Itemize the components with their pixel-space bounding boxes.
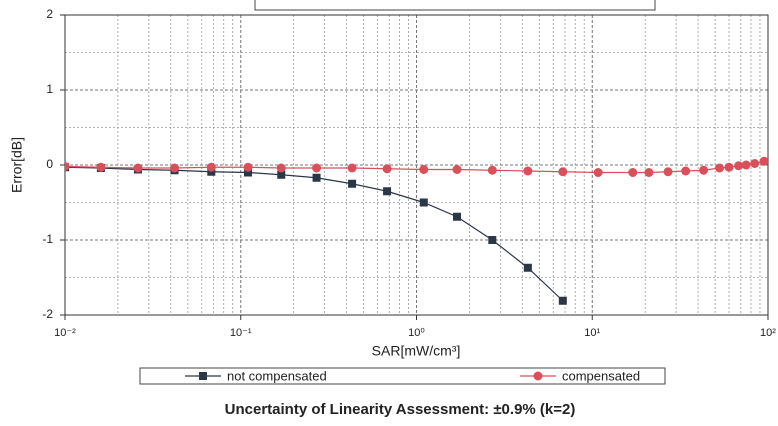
y-tick-label: 0 xyxy=(46,157,53,171)
plot-area xyxy=(65,156,768,305)
data-point xyxy=(741,160,751,170)
data-point xyxy=(348,179,357,188)
data-point xyxy=(133,163,143,173)
footnote: Uncertainty of Linearity Assessment: ±0.… xyxy=(225,401,576,418)
x-axis-label: SAR[mW/cm³] xyxy=(372,343,461,359)
x-tick-label: 10¹ xyxy=(584,327,600,339)
y-tick-label: 2 xyxy=(46,7,53,21)
data-point xyxy=(206,162,216,172)
data-point xyxy=(382,164,392,174)
data-point xyxy=(453,212,462,221)
y-tick-label: 1 xyxy=(46,82,53,96)
legend: not compensated compensated xyxy=(185,368,640,383)
x-tick-label: 10⁻² xyxy=(54,327,76,339)
data-point xyxy=(681,166,691,176)
data-point xyxy=(277,170,286,179)
data-point xyxy=(488,236,497,244)
title-box xyxy=(254,0,656,11)
data-point xyxy=(276,163,286,173)
data-point xyxy=(243,162,253,172)
legend-box xyxy=(139,367,666,385)
x-tick-label: 10² xyxy=(760,327,776,339)
data-point xyxy=(628,168,638,177)
data-point xyxy=(170,163,180,173)
series-line xyxy=(65,160,765,174)
data-point xyxy=(65,162,70,171)
data-point xyxy=(734,161,744,171)
data-point xyxy=(199,372,207,380)
y-axis-label: Error[dB] xyxy=(9,137,25,193)
data-point xyxy=(644,168,654,177)
x-tick-label: 10⁰ xyxy=(408,327,425,339)
data-point xyxy=(759,156,768,166)
data-point xyxy=(312,173,321,182)
legend-label: not compensated xyxy=(227,368,327,383)
x-tick-label: 10⁻¹ xyxy=(230,327,252,339)
data-point xyxy=(593,168,603,177)
data-point xyxy=(699,165,709,175)
y-tick-label: -2 xyxy=(42,307,53,321)
data-point xyxy=(244,168,253,177)
data-point xyxy=(383,187,392,196)
data-point xyxy=(487,165,497,175)
series-line xyxy=(65,166,564,302)
data-point xyxy=(750,159,760,168)
data-point xyxy=(558,296,567,305)
data-point xyxy=(523,166,533,176)
data-point xyxy=(533,371,543,381)
data-point xyxy=(96,162,106,172)
data-point xyxy=(715,163,725,173)
data-point xyxy=(452,165,462,174)
y-tick-label: -1 xyxy=(42,232,53,246)
data-point xyxy=(419,198,428,207)
data-point xyxy=(724,162,734,172)
data-point xyxy=(663,167,673,177)
data-point xyxy=(523,263,532,272)
data-point xyxy=(558,167,568,177)
data-point xyxy=(347,163,357,173)
legend-label: compensated xyxy=(562,368,640,383)
data-point xyxy=(312,163,322,173)
data-point xyxy=(419,165,429,174)
